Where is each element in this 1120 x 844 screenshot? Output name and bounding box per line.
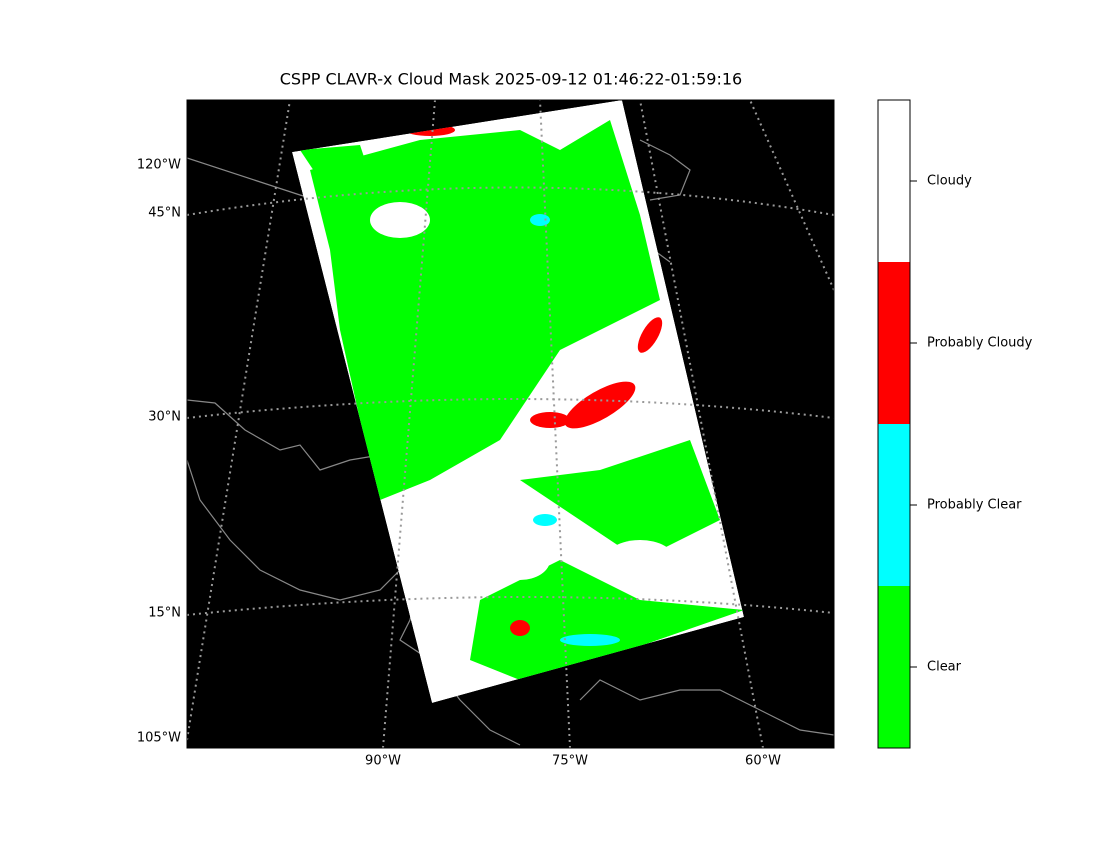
left-label: 45°N: [148, 206, 181, 221]
swath: [292, 100, 744, 703]
left-label: 105°W: [137, 731, 181, 746]
map-frame: [186, 99, 835, 749]
colorbar-segment: [878, 100, 910, 262]
left-label: 15°N: [148, 606, 181, 621]
colorbar-frame: [877, 99, 911, 749]
colorbar-label: Cloudy: [927, 174, 972, 189]
colorbar-label: Probably Clear: [927, 498, 1022, 513]
map: [187, 100, 834, 748]
bottom-label: 90°W: [365, 754, 401, 769]
left-label: 120°W: [137, 158, 181, 173]
colorbar-segment: [878, 586, 910, 748]
colorbar-segment: [878, 262, 910, 424]
graticule: [187, 100, 834, 748]
colorbar-segment: [878, 424, 910, 586]
title: CSPP CLAVR-x Cloud Mask 2025-09-12 01:46…: [280, 70, 742, 89]
bottom-label: 75°W: [552, 754, 588, 769]
colorbar: Cloudy Probably Cloudy Probably Clear Clear: [877, 99, 1033, 749]
left-label: 30°N: [148, 410, 181, 425]
colorbar-label: Probably Cloudy: [927, 336, 1033, 351]
bottom-label: 60°W: [745, 754, 781, 769]
colorbar-label: Clear: [927, 660, 962, 675]
graticule-labels: 120°W 45°N 30°N 15°N 105°W 90°W 75°W 60°W: [137, 158, 781, 769]
